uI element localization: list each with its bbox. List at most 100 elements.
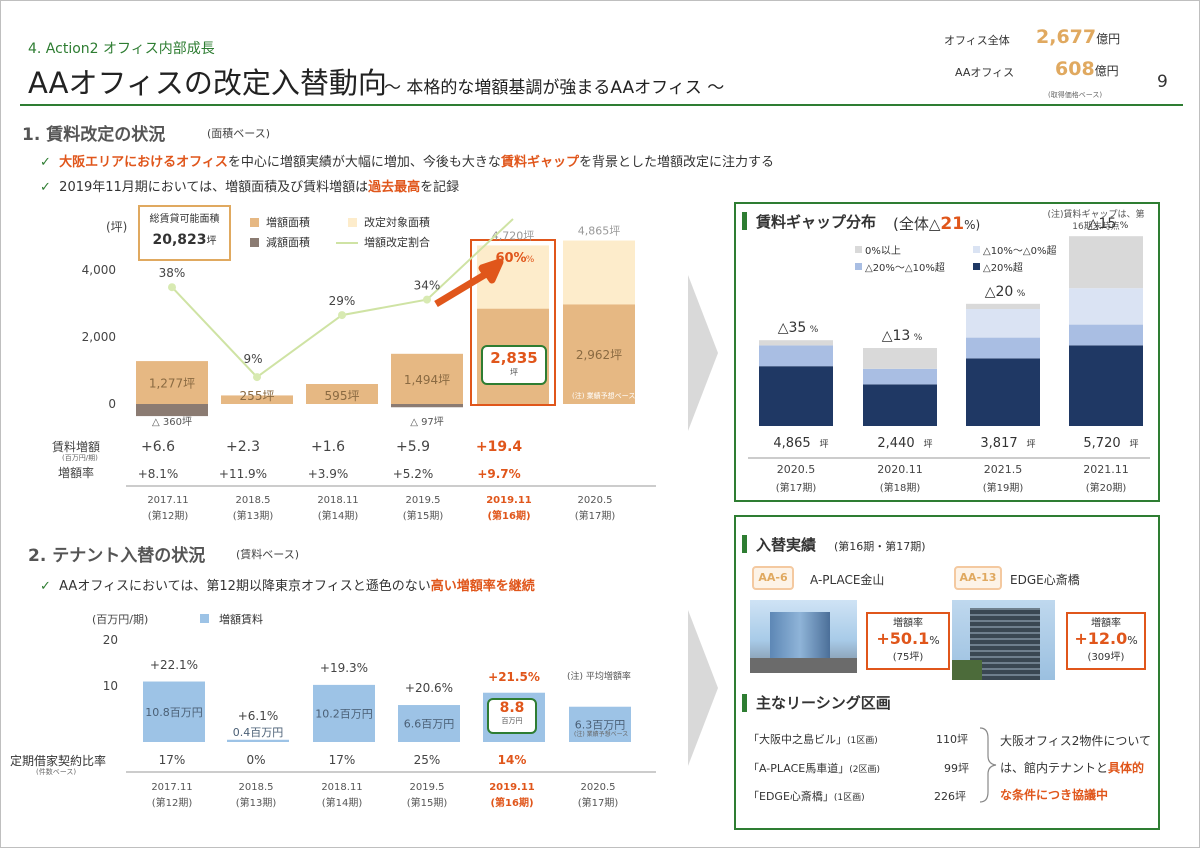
total-area-label: 総賃貸可能面積 [149, 214, 220, 225]
gap-bar-segment [966, 358, 1040, 426]
section-marker [742, 694, 747, 712]
x-tick-label: 2017.11 [151, 782, 192, 793]
bar-label: 0.4百万円 [233, 726, 284, 739]
property-photo-aa13 [952, 600, 1055, 680]
x-tick-label: 2019.11 [486, 495, 532, 506]
page-number: 9 [1157, 72, 1168, 92]
property-name-aa13: EDGE心斎橋 [1010, 573, 1080, 587]
legend-ratio: 増額改定割合 [364, 236, 430, 249]
avg-rate-label: +19.3% [320, 661, 368, 675]
bar-label: 6.3百万円 [575, 718, 626, 731]
summary-label-0: オフィス全体 [944, 34, 1010, 47]
leasing-title: 主なリーシング区画 [756, 694, 891, 712]
sec1-bullet-1: ✓ 大阪エリアにおけるオフィスを中心に増額実績が大幅に増加、今後も大きな賃料ギャ… [40, 155, 774, 170]
x-tick-label: 2017.11 [147, 495, 188, 506]
x-tick-sublabel: (第20期) [1086, 481, 1127, 494]
check-icon: ✓ [40, 155, 51, 170]
highlight-area-value: 2,835 [490, 349, 538, 367]
gap-bar-segment [966, 309, 1040, 338]
total-label: 4,720坪 [492, 229, 535, 242]
chevron-right-icon [688, 610, 718, 766]
ratio-point [423, 295, 431, 304]
ratio-point [338, 311, 346, 320]
section-marker [742, 535, 747, 553]
gap-bar-segment [863, 348, 937, 369]
area-label: 5,720 [1083, 436, 1120, 451]
highlight-rent-box: 8.8 百万円 [487, 698, 537, 734]
y-tick-label: 0 [108, 397, 116, 411]
rate-box-aa6: 増額率 +50.1% (75坪) [866, 612, 950, 670]
tenant-title: 入替実績 [756, 536, 817, 554]
leasing-area-1: 99坪 [944, 762, 969, 775]
row-label-fixed-term-sub: (件数ベース) [36, 768, 77, 776]
bar-label: 1,494坪 [404, 373, 450, 387]
gap-bar-segment [966, 303, 1040, 309]
x-tick-sublabel: (第15期) [407, 796, 448, 809]
page-title: AAオフィスの改定入替動向 [28, 66, 387, 100]
gap-unit: % [1120, 221, 1129, 231]
gap-bar-segment [1069, 324, 1143, 346]
ratio-label: 60% [495, 251, 526, 266]
avg-rate-label: +22.1% [150, 658, 198, 672]
legend-increase: 増額面積 [266, 216, 310, 229]
summary-note: (取得価格ベース) [1048, 91, 1103, 99]
row-label-increase-rate: 増額率 [58, 466, 95, 480]
legend-swatch-gap-1 [973, 246, 980, 253]
x-tick-sublabel: (第17期) [578, 796, 619, 809]
forecast-note-2: (注) 業績予想ベース [574, 731, 629, 738]
y-tick-label: 10 [103, 679, 118, 693]
x-tick-label: 2021.5 [984, 463, 1023, 476]
x-tick-sublabel: (第14期) [318, 509, 359, 522]
gap-bar-segment [759, 340, 833, 346]
legend-swatch-gap-3 [973, 263, 980, 270]
x-tick-sublabel: (第13期) [236, 796, 277, 809]
gap-bar-segment [966, 337, 1040, 359]
bar-label: 10.8百万円 [145, 706, 203, 719]
leasing-area-0: 110坪 [936, 733, 968, 746]
x-tick-label: 2018.5 [236, 495, 271, 506]
check-icon: ✓ [40, 180, 51, 195]
rate-box-aa13: 増額率 +12.0% (309坪) [1066, 612, 1146, 670]
area-label: 2,440 [877, 436, 914, 451]
fixed-term-ratio: 17% [329, 753, 356, 767]
increase-area-bar [221, 395, 293, 404]
highlight-rent-value: 8.8 [499, 700, 525, 716]
bar-label: 1,277坪 [149, 377, 195, 391]
gap-legend-2: △20%～△10%超 [865, 263, 945, 274]
area-label: 4,865 [773, 436, 810, 451]
legend-swatch-rent [200, 614, 209, 623]
bar-label: 6.6百万円 [404, 718, 455, 731]
gap-bar-segment [863, 384, 937, 426]
sec1-basis: (面積ベース) [207, 127, 271, 140]
bar-label: 595坪 [325, 389, 360, 403]
legend-swatch-gap-2 [855, 263, 862, 270]
area-unit: 坪 [923, 439, 932, 450]
gap-label: △15 [1088, 216, 1117, 232]
gap-bar-segment [863, 368, 937, 385]
chart-rent-gap: △35 % 4,865 坪 2020.5 (第17期) △13 % 2,440 坪 2020.11 (… [748, 216, 1150, 494]
gap-note: (注)賃料ギャップは、第16期末時点 [1047, 210, 1145, 232]
y-tick-label: 20 [103, 633, 118, 647]
chart1-unit: (坪) [106, 220, 128, 234]
sec1-bullet-2: ✓ 2019年11月期においては、増額面積及び賃料増額は過去最高を記録 [40, 180, 460, 195]
ratio-point [253, 373, 261, 382]
legend-swatch-ratio [336, 242, 358, 244]
leasing-comment: 大阪オフィス2物件については、館内テナントと具体的な条件につき協議中 [1000, 734, 1152, 802]
ratio-label: 34% [414, 279, 441, 293]
neg-label: △ 360坪 [152, 415, 192, 428]
x-tick-label: 2020.11 [877, 463, 923, 476]
gap-unit: % [1017, 289, 1026, 299]
x-tick-label: 2019.11 [489, 782, 535, 793]
gap-legend-0: 0%以上 [865, 246, 901, 257]
gap-bar-segment [1069, 345, 1143, 426]
x-tick-label: 2020.5 [578, 495, 613, 506]
leasing-row-0: 「大阪中之島ビル」(1区画) [748, 733, 878, 746]
gap-bar-segment [1069, 288, 1143, 325]
gap-unit: % [810, 325, 819, 335]
fixed-term-ratio: 0% [246, 753, 265, 767]
x-tick-sublabel: (第15期) [403, 509, 444, 522]
x-tick-label: 2020.5 [581, 782, 616, 793]
legend-swatch-target [348, 218, 357, 227]
sec2-bullet-1: ✓ AAオフィスにおいては、第12期以降東京オフィスと遜色のない高い増額率を継続 [40, 579, 535, 594]
rent-increase-value: +5.9 [396, 439, 430, 455]
